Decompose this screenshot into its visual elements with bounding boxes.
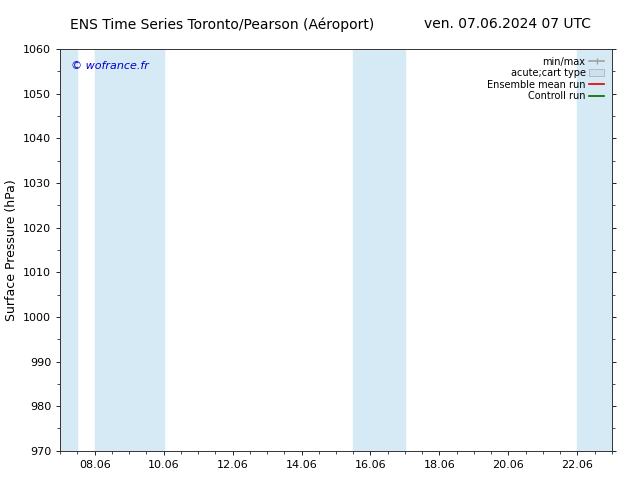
Y-axis label: Surface Pressure (hPa): Surface Pressure (hPa) [4, 179, 18, 321]
Text: © wofrance.fr: © wofrance.fr [71, 61, 149, 71]
Bar [60, 49, 77, 451]
Text: ven. 07.06.2024 07 UTC: ven. 07.06.2024 07 UTC [424, 17, 591, 31]
Bar [578, 49, 612, 451]
Bar [388, 49, 405, 451]
Legend: min/max, acute;cart type, Ensemble mean run, Controll run: min/max, acute;cart type, Ensemble mean … [484, 54, 607, 104]
Bar [94, 49, 164, 451]
Text: ENS Time Series Toronto/Pearson (Aéroport): ENS Time Series Toronto/Pearson (Aéropor… [70, 17, 374, 32]
Bar [353, 49, 388, 451]
